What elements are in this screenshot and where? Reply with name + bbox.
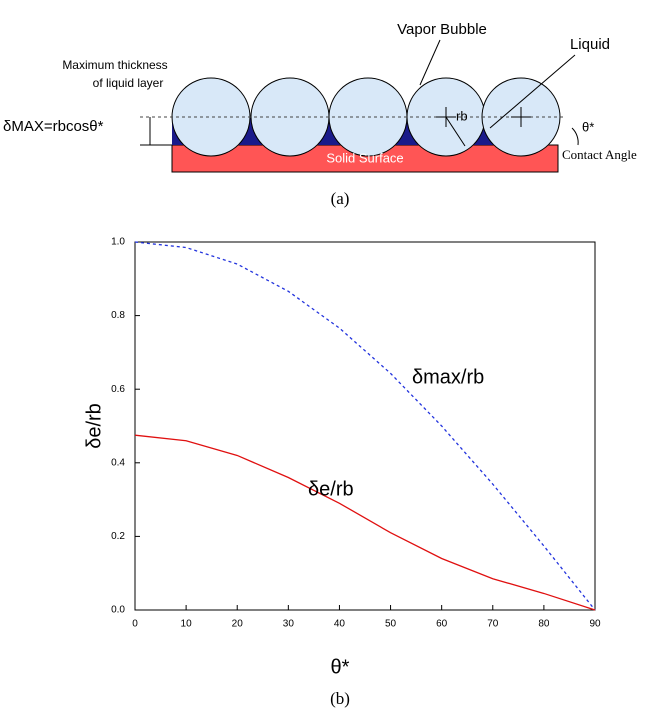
y-tick-label: 1.0 [111,237,125,248]
x-tick-label: 30 [283,619,295,630]
y-tick-label: 0.6 [111,384,125,395]
y-tick-label: 0.0 [111,605,125,616]
label: Contact Angle [562,147,637,162]
arrow [419,39,441,86]
x-tick-label: 80 [538,619,550,630]
series-label: δe/rb [308,478,354,500]
x-tick-label: 20 [232,619,244,630]
series-line [134,241,596,611]
arrow [489,54,576,129]
caption: (a) [331,189,350,208]
x-tick-label: 10 [181,619,193,630]
plot-frame [134,241,596,611]
label: of liquid layer [93,76,164,90]
y-tick-label: 0.8 [111,310,125,321]
label: Maximum thickness [62,58,167,72]
x-tick-label: 40 [334,619,346,630]
x-tick-label: 70 [487,619,499,630]
x-tick-label: 90 [589,619,601,630]
caption: (b) [330,689,350,708]
x-tick-label: 0 [132,619,138,630]
series-line [134,434,596,611]
y-tick-label: 0.4 [111,457,125,468]
label: Vapor Bubble [397,21,487,38]
label: rb [456,108,468,123]
x-tick-label: 50 [385,619,397,630]
label: Solid Surface [326,150,403,165]
x-tick-label: 60 [436,619,448,630]
y-tick-label: 0.2 [111,531,125,542]
y-axis-label: δe/rb [83,403,105,449]
label: δMAX=rbcosθ* [3,118,104,135]
angle-arc [571,127,579,146]
radius [445,116,466,147]
diagram: Vapor Bubble Liquid Maximum thickness of… [3,21,637,208]
label: θ* [582,119,594,134]
series-label: δmax/rb [412,366,484,388]
x-axis-label: θ* [331,656,350,678]
label: Liquid [570,36,610,53]
